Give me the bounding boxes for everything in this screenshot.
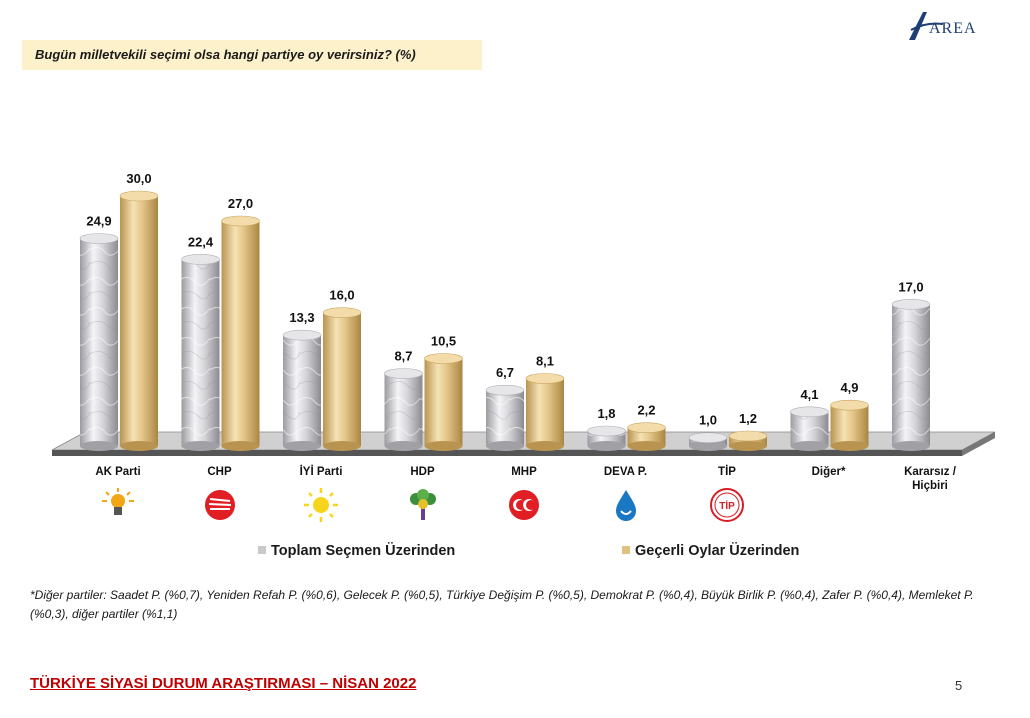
legend-swatch-gold [622, 546, 630, 554]
bar-chart: 24,9 30,0 22,4 27,0 13,3 16,0 8,7 10,5 6,7 8,1 1,8… [51, 171, 996, 456]
bar-deva-total [587, 425, 626, 451]
page-number: 5 [955, 678, 963, 693]
bar-iyi-parti-total [282, 329, 322, 451]
bar-tip-valid [728, 430, 768, 451]
category-label-mhp: MHP [511, 466, 537, 478]
value-label-iyi-parti-total: 13,3 [289, 310, 314, 325]
value-labels-group: 24,9 30,0 22,4 27,0 13,3 16,0 8,7 10,5 6,7 8,1 1,8… [86, 171, 923, 428]
six-arrows-icon [204, 490, 235, 520]
value-label-tip-valid: 1,2 [739, 411, 757, 426]
value-label-iyi-parti-valid: 16,0 [329, 288, 354, 303]
tip-logo-text: TİP [719, 499, 735, 512]
water-drop-icon [615, 490, 636, 521]
category-label-tip: TİP [718, 466, 736, 478]
bar-hdp-valid [424, 353, 463, 451]
bulb-icon [102, 488, 134, 515]
category-label-iyi-parti: İYİ Parti [299, 466, 343, 478]
question-title: Bugün milletvekili seçimi olsa hangi par… [22, 40, 482, 70]
category-label-diger: Diğer* [811, 466, 846, 478]
category-label-ak-parti: AK Parti [95, 466, 141, 478]
bar-hdp-total [384, 368, 423, 451]
value-label-ak-parti-total: 24,9 [86, 214, 111, 229]
value-label-hdp-valid: 10,5 [431, 334, 456, 349]
value-label-diger-total: 4,1 [800, 387, 818, 402]
value-label-tip-total: 1,0 [699, 413, 717, 428]
value-label-mhp-valid: 8,1 [536, 354, 554, 369]
legend-label-valid: Geçerli Oylar Üzerinden [635, 543, 800, 559]
bar-chp-total [181, 254, 220, 451]
value-label-deva-total: 1,8 [597, 406, 615, 421]
legend-label-total: Toplam Seçmen Üzerinden [271, 543, 456, 559]
footer-title: TÜRKİYE SİYASİ DURUM ARAŞTIRMASI – NİSAN… [30, 675, 417, 692]
sun-icon [304, 488, 338, 522]
category-label-chp: CHP [207, 466, 232, 478]
bar-kararsiz-total [891, 299, 931, 451]
bar-diger-valid [830, 399, 869, 451]
legend-item-total: Toplam Seçmen Üzerinden [258, 543, 455, 559]
value-label-kararsiz-total: 17,0 [898, 279, 923, 294]
bar-diger-total [790, 406, 829, 451]
bar-mhp-valid [525, 373, 565, 451]
logo-text: AREA [929, 20, 977, 37]
crescents-icon [509, 490, 539, 520]
value-label-chp-valid: 27,0 [228, 196, 253, 211]
area-logo: AREA [905, 8, 985, 44]
category-label-hdp: HDP [410, 466, 435, 478]
legend-item-valid: Geçerli Oylar Üzerinden [622, 543, 799, 559]
value-label-mhp-total: 6,7 [496, 365, 514, 380]
bar-ak-parti-total [79, 233, 119, 451]
value-label-hdp-total: 8,7 [394, 349, 412, 364]
bar-ak-parti-valid [119, 190, 159, 451]
bar-mhp-total [485, 384, 525, 451]
bars-group [79, 190, 931, 451]
bar-chp-valid [221, 215, 260, 451]
tree-icon [409, 489, 436, 520]
category-label-kararsiz: Kararsız / Hiçbiri [904, 466, 956, 492]
bar-tip-total [688, 432, 728, 451]
value-label-deva-valid: 2,2 [637, 403, 655, 418]
value-label-diger-valid: 4,9 [840, 380, 858, 395]
value-label-chp-total: 22,4 [188, 234, 214, 249]
tip-logo-icon: TİP [710, 488, 744, 522]
legend-swatch-grey [258, 546, 266, 554]
value-label-ak-parti-valid: 30,0 [126, 171, 151, 186]
bar-iyi-parti-valid [322, 307, 362, 451]
bar-deva-valid [627, 422, 666, 451]
logo-mark-icon [909, 12, 944, 40]
footnote: *Diğer partiler: Saadet P. (%0,7), Yenid… [30, 588, 974, 621]
category-label-deva: DEVA P. [603, 466, 648, 478]
